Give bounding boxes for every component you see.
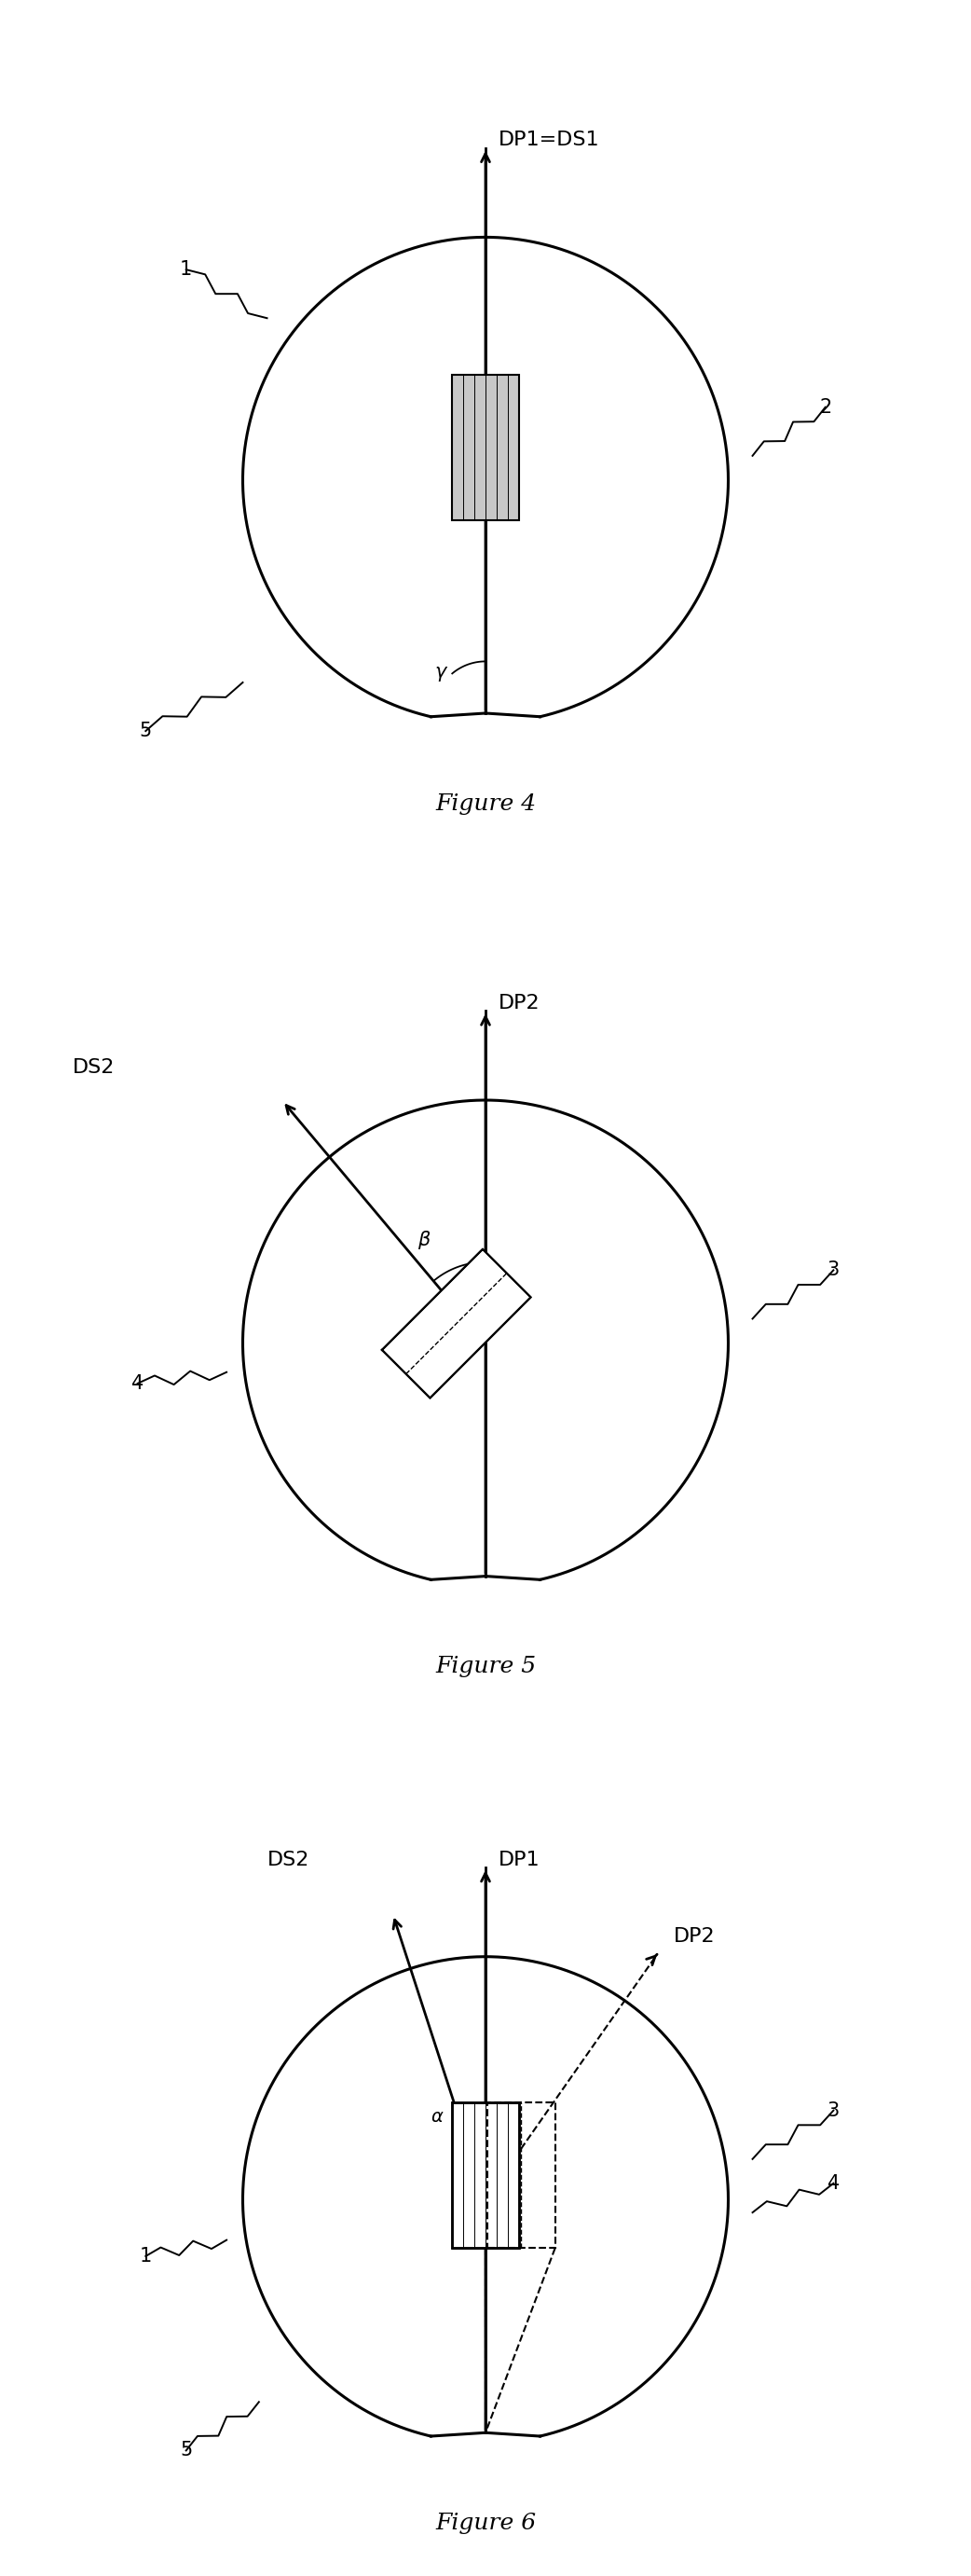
Text: DS2: DS2	[267, 1850, 310, 1868]
Text: 3: 3	[827, 2102, 840, 2120]
Text: α: α	[431, 2107, 443, 2125]
Bar	[452, 2102, 519, 2249]
Text: DP2: DP2	[498, 994, 540, 1012]
Text: 2: 2	[820, 397, 831, 417]
Text: γ: γ	[434, 662, 446, 680]
Text: Figure 5: Figure 5	[435, 1656, 536, 1677]
Bar	[452, 376, 519, 520]
Text: 5: 5	[140, 721, 151, 739]
Text: 1: 1	[140, 2246, 151, 2264]
Text: 3: 3	[827, 1260, 840, 1280]
Text: 4: 4	[131, 1373, 144, 1394]
Bar	[487, 2102, 555, 2249]
Text: Figure 4: Figure 4	[435, 793, 536, 814]
Text: DS2: DS2	[73, 1059, 116, 1077]
Text: DP1: DP1	[498, 1850, 540, 1868]
Text: β: β	[418, 1231, 430, 1249]
Text: 5: 5	[180, 2442, 192, 2460]
Bar	[452, 2102, 519, 2249]
Text: DP1=DS1: DP1=DS1	[498, 131, 600, 149]
Polygon shape	[382, 1249, 531, 1399]
Text: DP2: DP2	[674, 1927, 715, 1945]
Text: 1: 1	[180, 260, 192, 278]
Text: Figure 6: Figure 6	[435, 2512, 536, 2535]
Text: 4: 4	[827, 2174, 840, 2192]
